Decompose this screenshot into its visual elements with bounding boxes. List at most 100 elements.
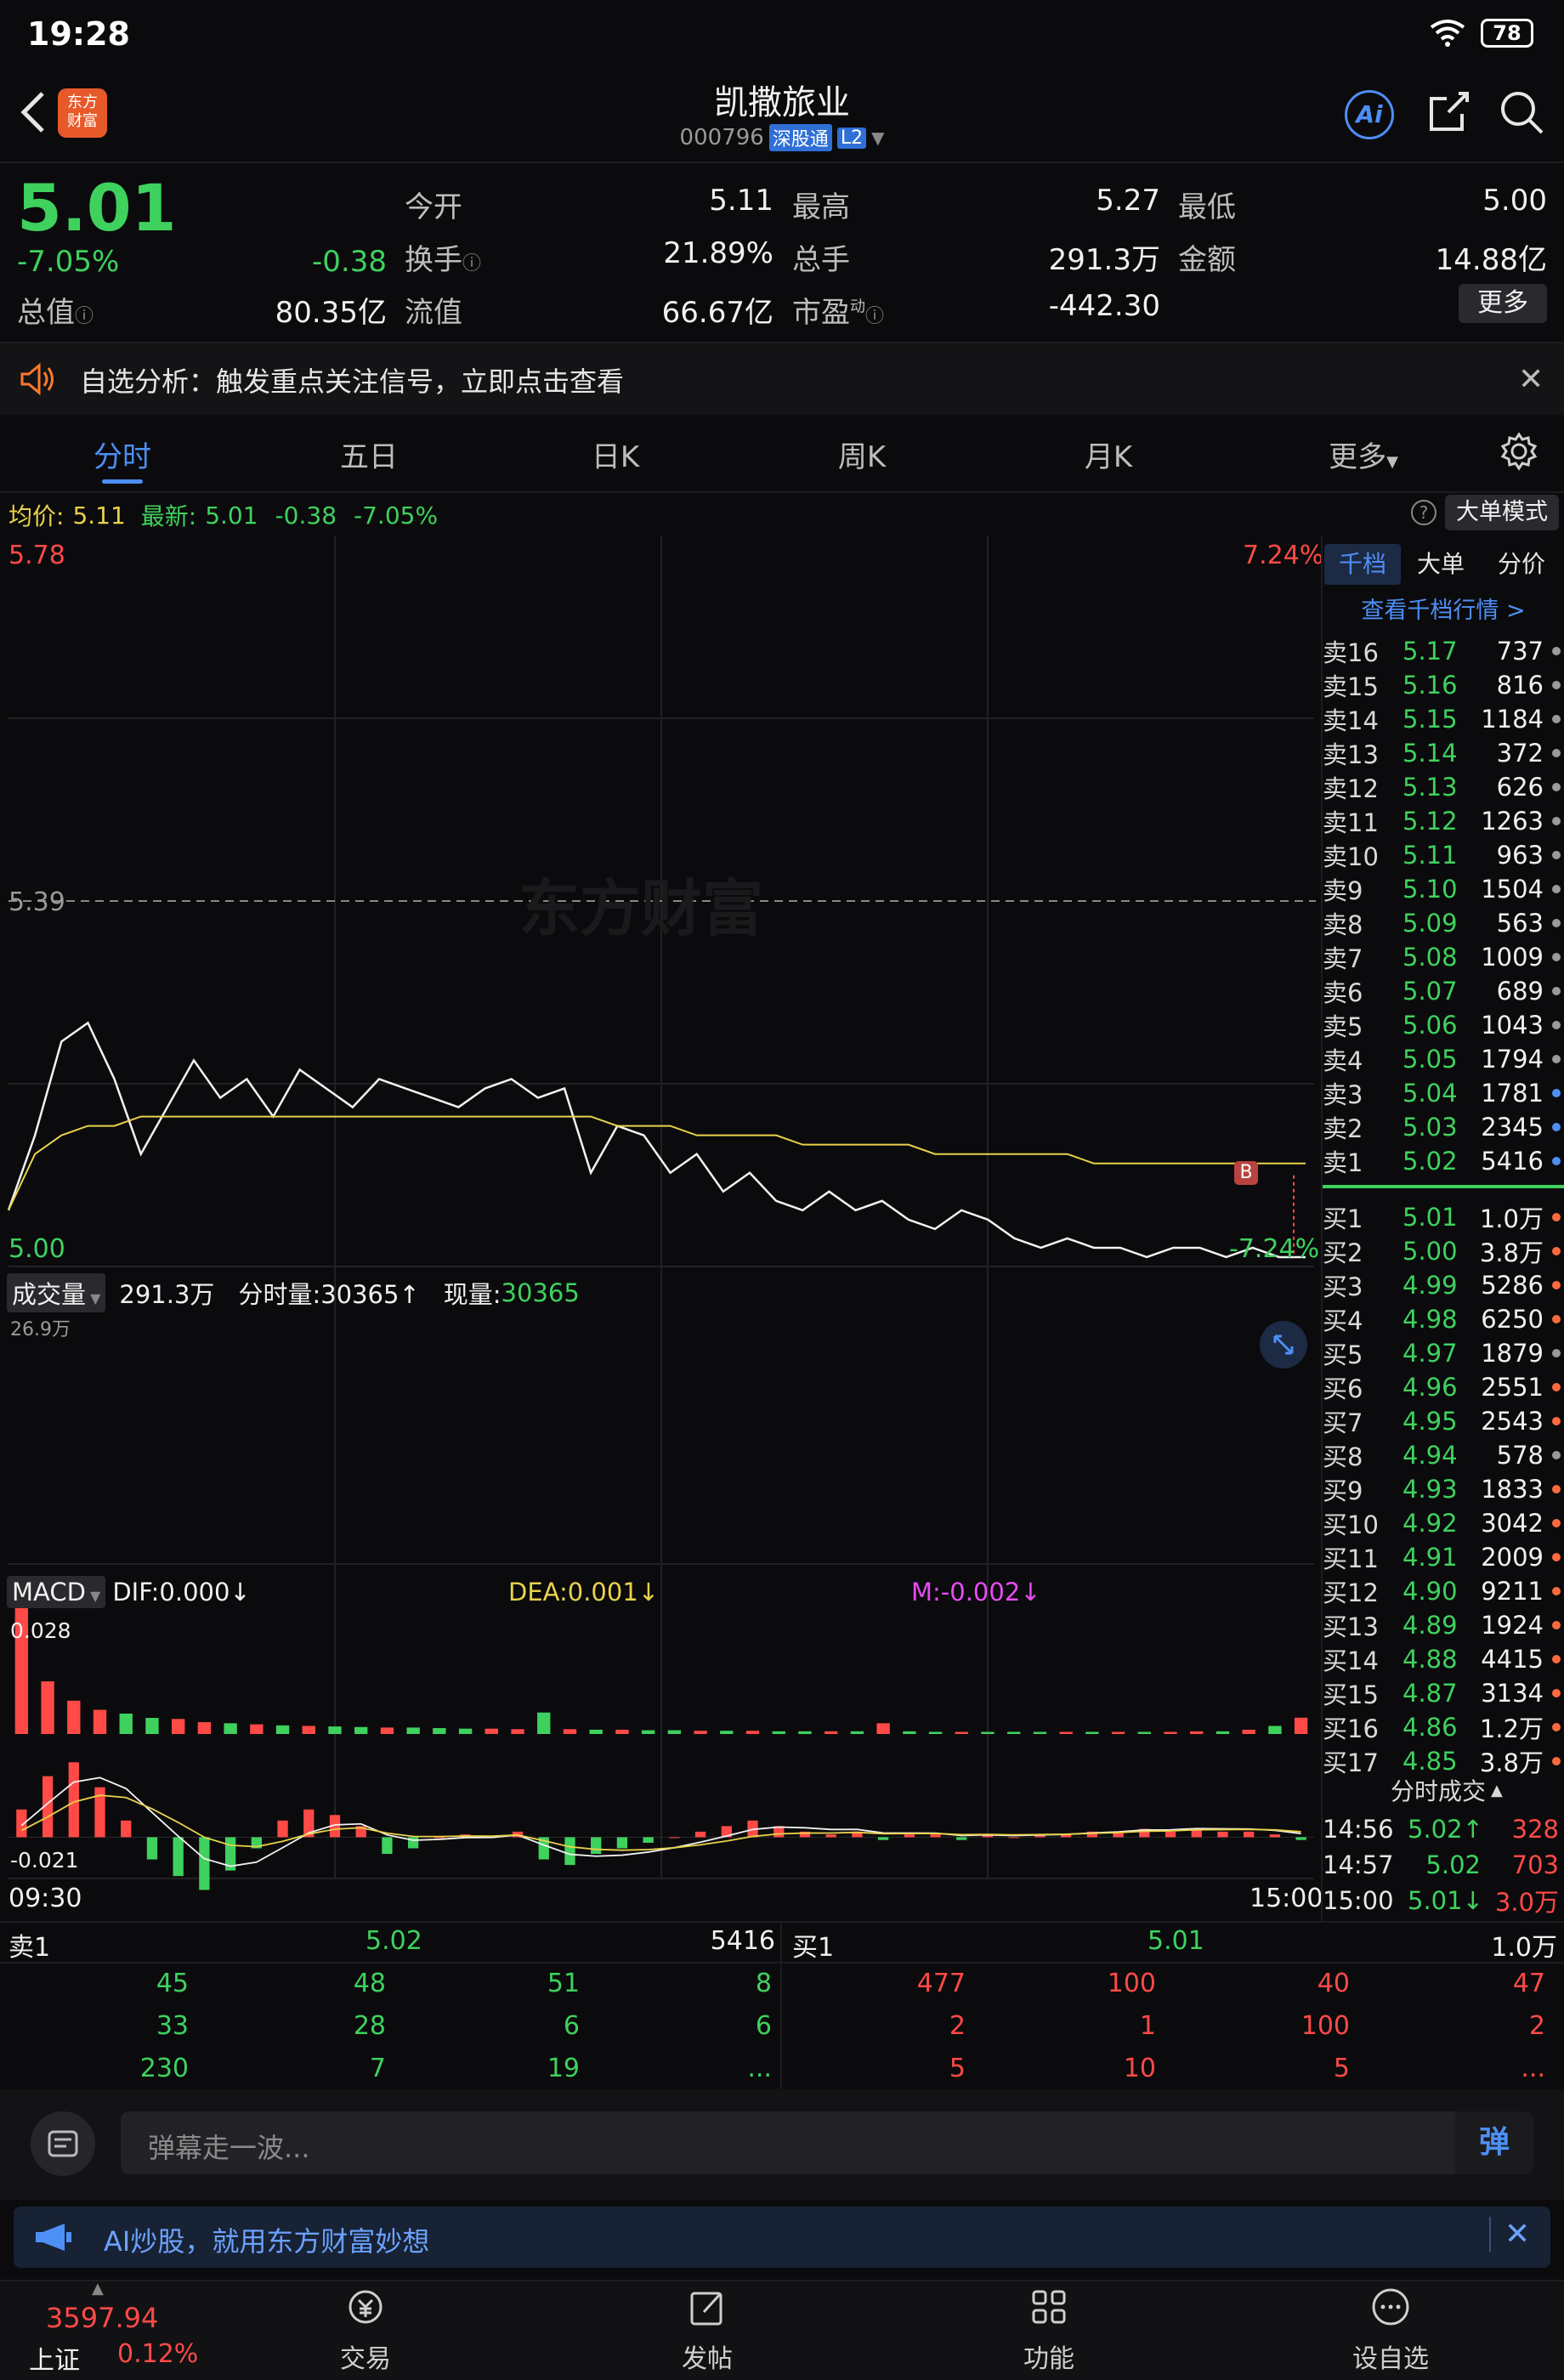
order-book-buy-row[interactable]: 买1 5.01 1.0万 — [1323, 1200, 1564, 1234]
intraday-chart[interactable] — [0, 536, 1319, 1921]
queue-buy-cell: 40 — [1317, 1969, 1350, 1998]
order-price: 5.05 — [1402, 1045, 1458, 1074]
order-price: 5.17 — [1402, 637, 1458, 666]
volume-now-value: 30365 — [501, 1278, 580, 1307]
order-book-sell-row[interactable]: 卖11 5.12 1263 — [1323, 804, 1564, 838]
large-order-mode-button[interactable]: 大单模式 — [1445, 495, 1559, 530]
tab-intraday[interactable]: 分时 — [94, 440, 151, 474]
ai-banner-close-icon[interactable]: ✕ — [1489, 2217, 1530, 2252]
order-book-sell-row[interactable]: 卖1 5.02 5416 — [1323, 1144, 1564, 1178]
index-value[interactable]: 3597.94 — [46, 2302, 159, 2334]
order-book-sell-row[interactable]: 卖7 5.08 1009 — [1323, 940, 1564, 974]
volume-bar — [1268, 1726, 1282, 1734]
notice-bar[interactable]: 自选分析：触发重点关注信号，立即点击查看 ✕ — [0, 343, 1564, 415]
buy-marker[interactable]: B — [1234, 1161, 1258, 1185]
queue-sell-cell: 8 — [755, 1969, 772, 1998]
tab-more[interactable]: 更多▼ — [1329, 440, 1398, 474]
more-button[interactable]: 更多 — [1459, 284, 1547, 323]
nav-trade[interactable]: 交易 — [306, 2286, 425, 2375]
order-book-sell-row[interactable]: 卖3 5.04 1781 — [1323, 1076, 1564, 1110]
tick-row: 14:57 5.02 703 — [1323, 1848, 1564, 1882]
info-icon[interactable]: ⓘ — [865, 306, 885, 327]
order-book-sell-row[interactable]: 卖6 5.07 689 — [1323, 974, 1564, 1008]
index-change[interactable]: 0.12% — [117, 2339, 199, 2369]
search-icon[interactable] — [1498, 88, 1545, 139]
order-book-buy-row[interactable]: 买16 4.86 1.2万 — [1323, 1710, 1564, 1744]
grid-icon — [1032, 2290, 1066, 2324]
nav-functions[interactable]: 功能 — [989, 2286, 1108, 2375]
order-book-sell-row[interactable]: 卖12 5.13 626 — [1323, 770, 1564, 804]
order-book-sell-row[interactable]: 卖10 5.11 963 — [1323, 838, 1564, 872]
order-book-buy-row[interactable]: 买6 4.96 2551 — [1323, 1370, 1564, 1404]
back-icon[interactable] — [17, 88, 51, 139]
order-book-buy-row[interactable]: 买9 4.93 1833 — [1323, 1472, 1564, 1506]
chevron-down-icon[interactable]: ▼ — [871, 128, 885, 148]
order-book-sell-row[interactable]: 卖8 5.09 563 — [1323, 906, 1564, 940]
nav-add-watchlist[interactable]: 设自选 — [1331, 2286, 1450, 2375]
tab-week-k[interactable]: 周K — [837, 440, 887, 474]
order-book-buy-row[interactable]: 买14 4.88 4415 — [1323, 1642, 1564, 1676]
depth-link[interactable]: 查看千档行情 > — [1361, 598, 1526, 624]
macd-bar — [643, 1837, 654, 1843]
order-book-buy-row[interactable]: 买5 4.97 1879 — [1323, 1336, 1564, 1370]
depth-tab-thousand[interactable]: 千档 — [1324, 544, 1401, 585]
danmu-input[interactable]: 弹幕走一波... — [121, 2111, 1498, 2174]
order-book-buy-row[interactable]: 买8 4.94 578 — [1323, 1438, 1564, 1472]
order-book-buy-row[interactable]: 买2 5.00 3.8万 — [1323, 1234, 1564, 1268]
order-book-buy-row[interactable]: 买7 4.95 2543 — [1323, 1404, 1564, 1438]
volume-bar — [876, 1723, 890, 1734]
nav-post[interactable]: 发帖 — [648, 2286, 767, 2375]
order-book-buy-row[interactable]: 买3 4.99 5286 — [1323, 1268, 1564, 1302]
ai-banner[interactable]: AI炒股，就用东方财富妙想 ✕ — [14, 2207, 1550, 2268]
order-price: 4.97 — [1402, 1339, 1458, 1368]
ai-button[interactable]: Ai — [1345, 90, 1394, 139]
tab-five-day[interactable]: 五日 — [340, 440, 398, 474]
order-book-buy-row[interactable]: 买13 4.89 1924 — [1323, 1608, 1564, 1642]
index-name[interactable]: 上证 — [29, 2346, 80, 2376]
amount-value: 14.88亿 — [1435, 243, 1547, 277]
order-dot — [1552, 1417, 1561, 1425]
macd-selector[interactable]: MACD ▼ — [7, 1576, 106, 1608]
order-level-label: 卖16 — [1323, 638, 1379, 667]
close-icon[interactable]: ✕ — [1518, 362, 1544, 397]
order-book-buy-row[interactable]: 买15 4.87 3134 — [1323, 1676, 1564, 1710]
order-book-sell-row[interactable]: 卖5 5.06 1043 — [1323, 1008, 1564, 1042]
ticks-header[interactable]: 分时成交 ▲ — [1391, 1777, 1503, 1805]
order-dot — [1552, 953, 1561, 961]
order-book-sell-row[interactable]: 卖9 5.10 1504 — [1323, 872, 1564, 906]
queue-buy-cell: 2 — [949, 2011, 966, 2041]
depth-tab-large[interactable]: 大单 — [1416, 550, 1465, 578]
gear-icon[interactable] — [1499, 432, 1538, 474]
help-icon[interactable]: ? — [1411, 500, 1436, 525]
order-book-buy-row[interactable]: 买10 4.92 3042 — [1323, 1506, 1564, 1540]
order-book-buy-row[interactable]: 买12 4.90 9211 — [1323, 1574, 1564, 1608]
order-book-sell-row[interactable]: 卖2 5.03 2345 — [1323, 1110, 1564, 1144]
depth-tab-price[interactable]: 分价 — [1497, 550, 1545, 578]
danmu-toggle-button[interactable]: 弹 — [1455, 2111, 1533, 2174]
info-icon[interactable]: ⓘ — [462, 253, 482, 275]
order-book-buy-row[interactable]: 买11 4.91 2009 — [1323, 1540, 1564, 1574]
order-book-buy-row[interactable]: 买17 4.85 3.8万 — [1323, 1744, 1564, 1778]
low-value: 5.00 — [1482, 184, 1547, 218]
order-book-sell-row[interactable]: 卖13 5.14 372 — [1323, 736, 1564, 770]
status-bar: 19:28 78 — [0, 0, 1564, 68]
order-book-sell-row[interactable]: 卖4 5.05 1794 — [1323, 1042, 1564, 1076]
notice-text[interactable]: 自选分析：触发重点关注信号，立即点击查看 — [80, 366, 625, 398]
order-level-label: 卖14 — [1323, 706, 1379, 735]
order-book-sell-row[interactable]: 卖16 5.17 737 — [1323, 634, 1564, 668]
order-book-sell-row[interactable]: 卖15 5.16 816 — [1323, 668, 1564, 702]
volume-selector[interactable]: 成交量 ▼ — [7, 1273, 106, 1312]
order-level-label: 买6 — [1323, 1374, 1363, 1403]
tab-day-k[interactable]: 日K — [591, 440, 640, 474]
order-book-sell-row[interactable]: 卖14 5.15 1184 — [1323, 702, 1564, 736]
time-end: 15:00 — [1250, 1884, 1323, 1913]
share-icon[interactable] — [1425, 88, 1472, 139]
order-book-buy-row[interactable]: 买4 4.98 6250 — [1323, 1302, 1564, 1336]
order-dot — [1552, 987, 1561, 995]
danmu-list-icon[interactable] — [31, 2111, 95, 2176]
change-value: -0.38 — [312, 245, 387, 279]
macd-bar — [982, 1834, 994, 1838]
info-icon[interactable]: ⓘ — [75, 306, 94, 327]
tab-month-k[interactable]: 月K — [1084, 440, 1133, 474]
expand-icon[interactable] — [1260, 1321, 1307, 1368]
